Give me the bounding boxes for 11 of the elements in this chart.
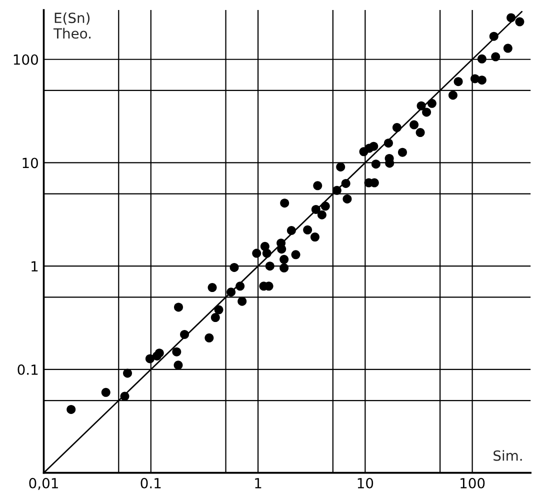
y-tick-label: 10: [22, 158, 38, 168]
y-tick-label: 1: [32, 261, 38, 272]
x-tick-label: 100: [460, 478, 485, 488]
x-tick-label: 0.1: [140, 478, 161, 488]
x-tick-label: 10: [358, 478, 374, 488]
x-tick-label: 1: [255, 478, 262, 488]
y-tick-label: 0.1: [18, 364, 38, 375]
y-tick-label: 100: [14, 54, 38, 65]
y-axis-title: E(Sn) Theo.: [53, 12, 90, 39]
x-axis-title: Sim.: [494, 450, 522, 461]
x-tick-label: 0,01: [29, 478, 58, 490]
